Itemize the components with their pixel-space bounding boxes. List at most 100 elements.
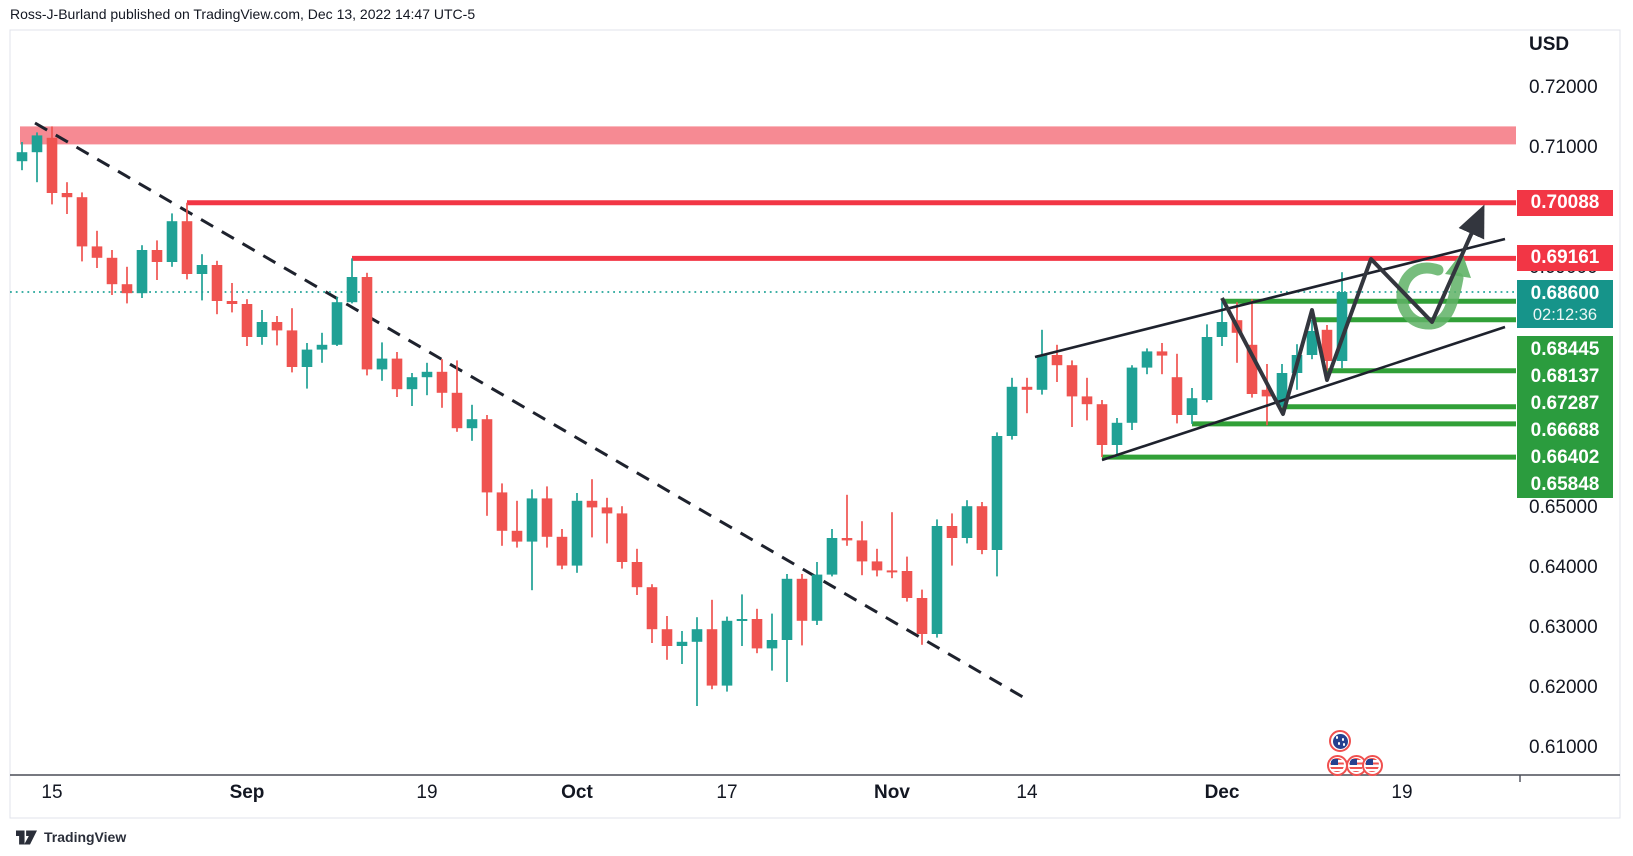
candle-body-sep-13 xyxy=(361,277,373,370)
date-tick-19: 19 xyxy=(1391,782,1413,803)
downtrend-dashed-trendline[interactable] xyxy=(34,121,1029,702)
candle-body-sep-7 xyxy=(301,349,313,367)
candle-body-sep-23 xyxy=(481,419,493,493)
candle-body-oct-27 xyxy=(841,538,853,541)
tradingview-watermark[interactable]: TradingView xyxy=(16,829,126,845)
economic-event-flag-us-icon[interactable] xyxy=(1361,754,1383,776)
candle-body-nov-30 xyxy=(1201,337,1213,400)
candle-body-sep-21 xyxy=(451,392,463,429)
candle-body-nov-17 xyxy=(1066,365,1078,397)
candle-body-sep-12 xyxy=(346,277,358,303)
candle-body-oct-25 xyxy=(811,574,823,621)
candle-body-sep-20 xyxy=(436,371,448,393)
price-tick-0.62000: 0.62000 xyxy=(1529,677,1598,698)
candle-body-oct-20 xyxy=(766,640,778,649)
candle-body-oct-17 xyxy=(721,620,733,686)
candle-body-aug-16 xyxy=(61,193,73,198)
price-axis-currency-label: USD xyxy=(1529,34,1570,55)
date-tick-14: 14 xyxy=(1016,782,1038,803)
candle-body-sep-27 xyxy=(511,530,523,542)
candle-body-oct-10 xyxy=(646,587,658,630)
last-price-badge: 0.68600 02:12:36 xyxy=(1517,280,1613,328)
support-badge-stack: 0.68445 0.68137 0.67287 0.66688 0.66402 0.658… xyxy=(1517,336,1613,498)
candle-body-nov-8 xyxy=(961,506,973,538)
candle-body-aug-11 xyxy=(16,152,28,162)
candle-body-dec-7 xyxy=(1276,373,1288,406)
green-projection-arrow[interactable] xyxy=(1396,262,1464,330)
candle-body-sep-29 xyxy=(541,498,553,537)
channel-lower-trendline[interactable] xyxy=(1101,325,1506,462)
candle-body-oct-14 xyxy=(706,629,718,686)
candle-body-aug-24 xyxy=(151,250,163,262)
us-flag-icon xyxy=(1349,758,1363,772)
candle-body-aug-30 xyxy=(211,265,223,301)
economic-event-flag-us-icon[interactable] xyxy=(1326,754,1348,776)
candle-body-dec-1 xyxy=(1216,322,1228,337)
price-tick-0.72000: 0.72000 xyxy=(1529,77,1598,98)
us-flag-icon xyxy=(1330,758,1344,772)
candle-body-nov-28 xyxy=(1171,377,1183,415)
bar-close-countdown: 02:12:36 xyxy=(1532,305,1598,324)
candle-body-dec-6 xyxy=(1261,389,1273,397)
candle-body-oct-4 xyxy=(586,500,598,508)
economic-event-flag-us-icon[interactable] xyxy=(1345,754,1367,776)
candle-body-aug-19 xyxy=(106,257,118,285)
candle-body-nov-18 xyxy=(1081,396,1093,405)
candle-body-oct-3 xyxy=(571,500,583,566)
support-price-badge: 0.67287 xyxy=(1530,392,1600,414)
candle-body-oct-21 xyxy=(781,578,793,640)
date-tick-sep: Sep xyxy=(229,782,265,803)
date-tick-nov: Nov xyxy=(874,782,910,803)
candle-body-dec-9 xyxy=(1306,331,1318,355)
candle-body-nov-10 xyxy=(991,436,1003,550)
candle-body-oct-24 xyxy=(796,578,808,621)
candle-body-sep-6 xyxy=(286,330,298,367)
candle-body-aug-26 xyxy=(181,221,193,274)
candle-body-sep-9 xyxy=(331,302,343,345)
tradingview-logo-icon xyxy=(16,830,37,844)
candle-body-oct-28 xyxy=(856,540,868,562)
au-flag-icon xyxy=(1332,733,1348,749)
candle-body-sep-2 xyxy=(256,322,268,337)
candle-body-sep-14 xyxy=(376,358,388,370)
publish-attribution: Ross-J-Burland published on TradingView.… xyxy=(10,6,476,22)
price-tick-0.63000: 0.63000 xyxy=(1529,617,1598,638)
candles-group xyxy=(16,126,1348,706)
date-tick-19: 19 xyxy=(416,782,438,803)
projection-zigzag-arrow[interactable] xyxy=(1220,204,1485,416)
us-flag-icon xyxy=(1365,758,1379,772)
candle-body-oct-26 xyxy=(826,538,838,575)
price-tick-0.61000: 0.61000 xyxy=(1529,737,1598,758)
candle-body-nov-23 xyxy=(1126,367,1138,423)
price-tick-0.71000: 0.71000 xyxy=(1529,137,1598,158)
date-tick-oct: Oct xyxy=(561,782,593,803)
economic-event-flag-au-icon[interactable] xyxy=(1329,730,1351,752)
candle-body-oct-6 xyxy=(616,513,628,562)
candle-body-dec-12 xyxy=(1321,329,1333,361)
candle-body-sep-15 xyxy=(391,358,403,390)
candle-body-nov-21 xyxy=(1096,404,1108,445)
resistance-price-badge: 0.70088 xyxy=(1517,190,1613,216)
channel-upper-trendline[interactable] xyxy=(1034,237,1506,359)
resistance-price-badge: 0.69161 xyxy=(1517,245,1613,271)
candle-body-oct-11 xyxy=(661,629,673,646)
candle-body-sep-30 xyxy=(556,536,568,566)
date-tick-15: 15 xyxy=(41,782,63,803)
support-price-badge: 0.66402 xyxy=(1530,446,1600,468)
candle-body-aug-25 xyxy=(166,221,178,262)
candle-body-nov-7 xyxy=(946,526,958,538)
candle-body-aug-31 xyxy=(226,301,238,304)
supply-zone-band xyxy=(20,126,1516,145)
candle-body-sep-1 xyxy=(241,304,253,337)
last-price-value: 0.68600 xyxy=(1530,282,1600,304)
candle-body-sep-26 xyxy=(496,492,508,531)
candle-body-dec-13 xyxy=(1336,292,1348,361)
candle-body-oct-31 xyxy=(871,561,883,571)
candle-body-aug-22 xyxy=(121,284,133,294)
candle-body-nov-25 xyxy=(1156,351,1168,356)
candle-body-aug-12 xyxy=(31,135,43,153)
candle-body-nov-3 xyxy=(916,598,928,634)
support-price-badge: 0.68137 xyxy=(1530,365,1600,387)
